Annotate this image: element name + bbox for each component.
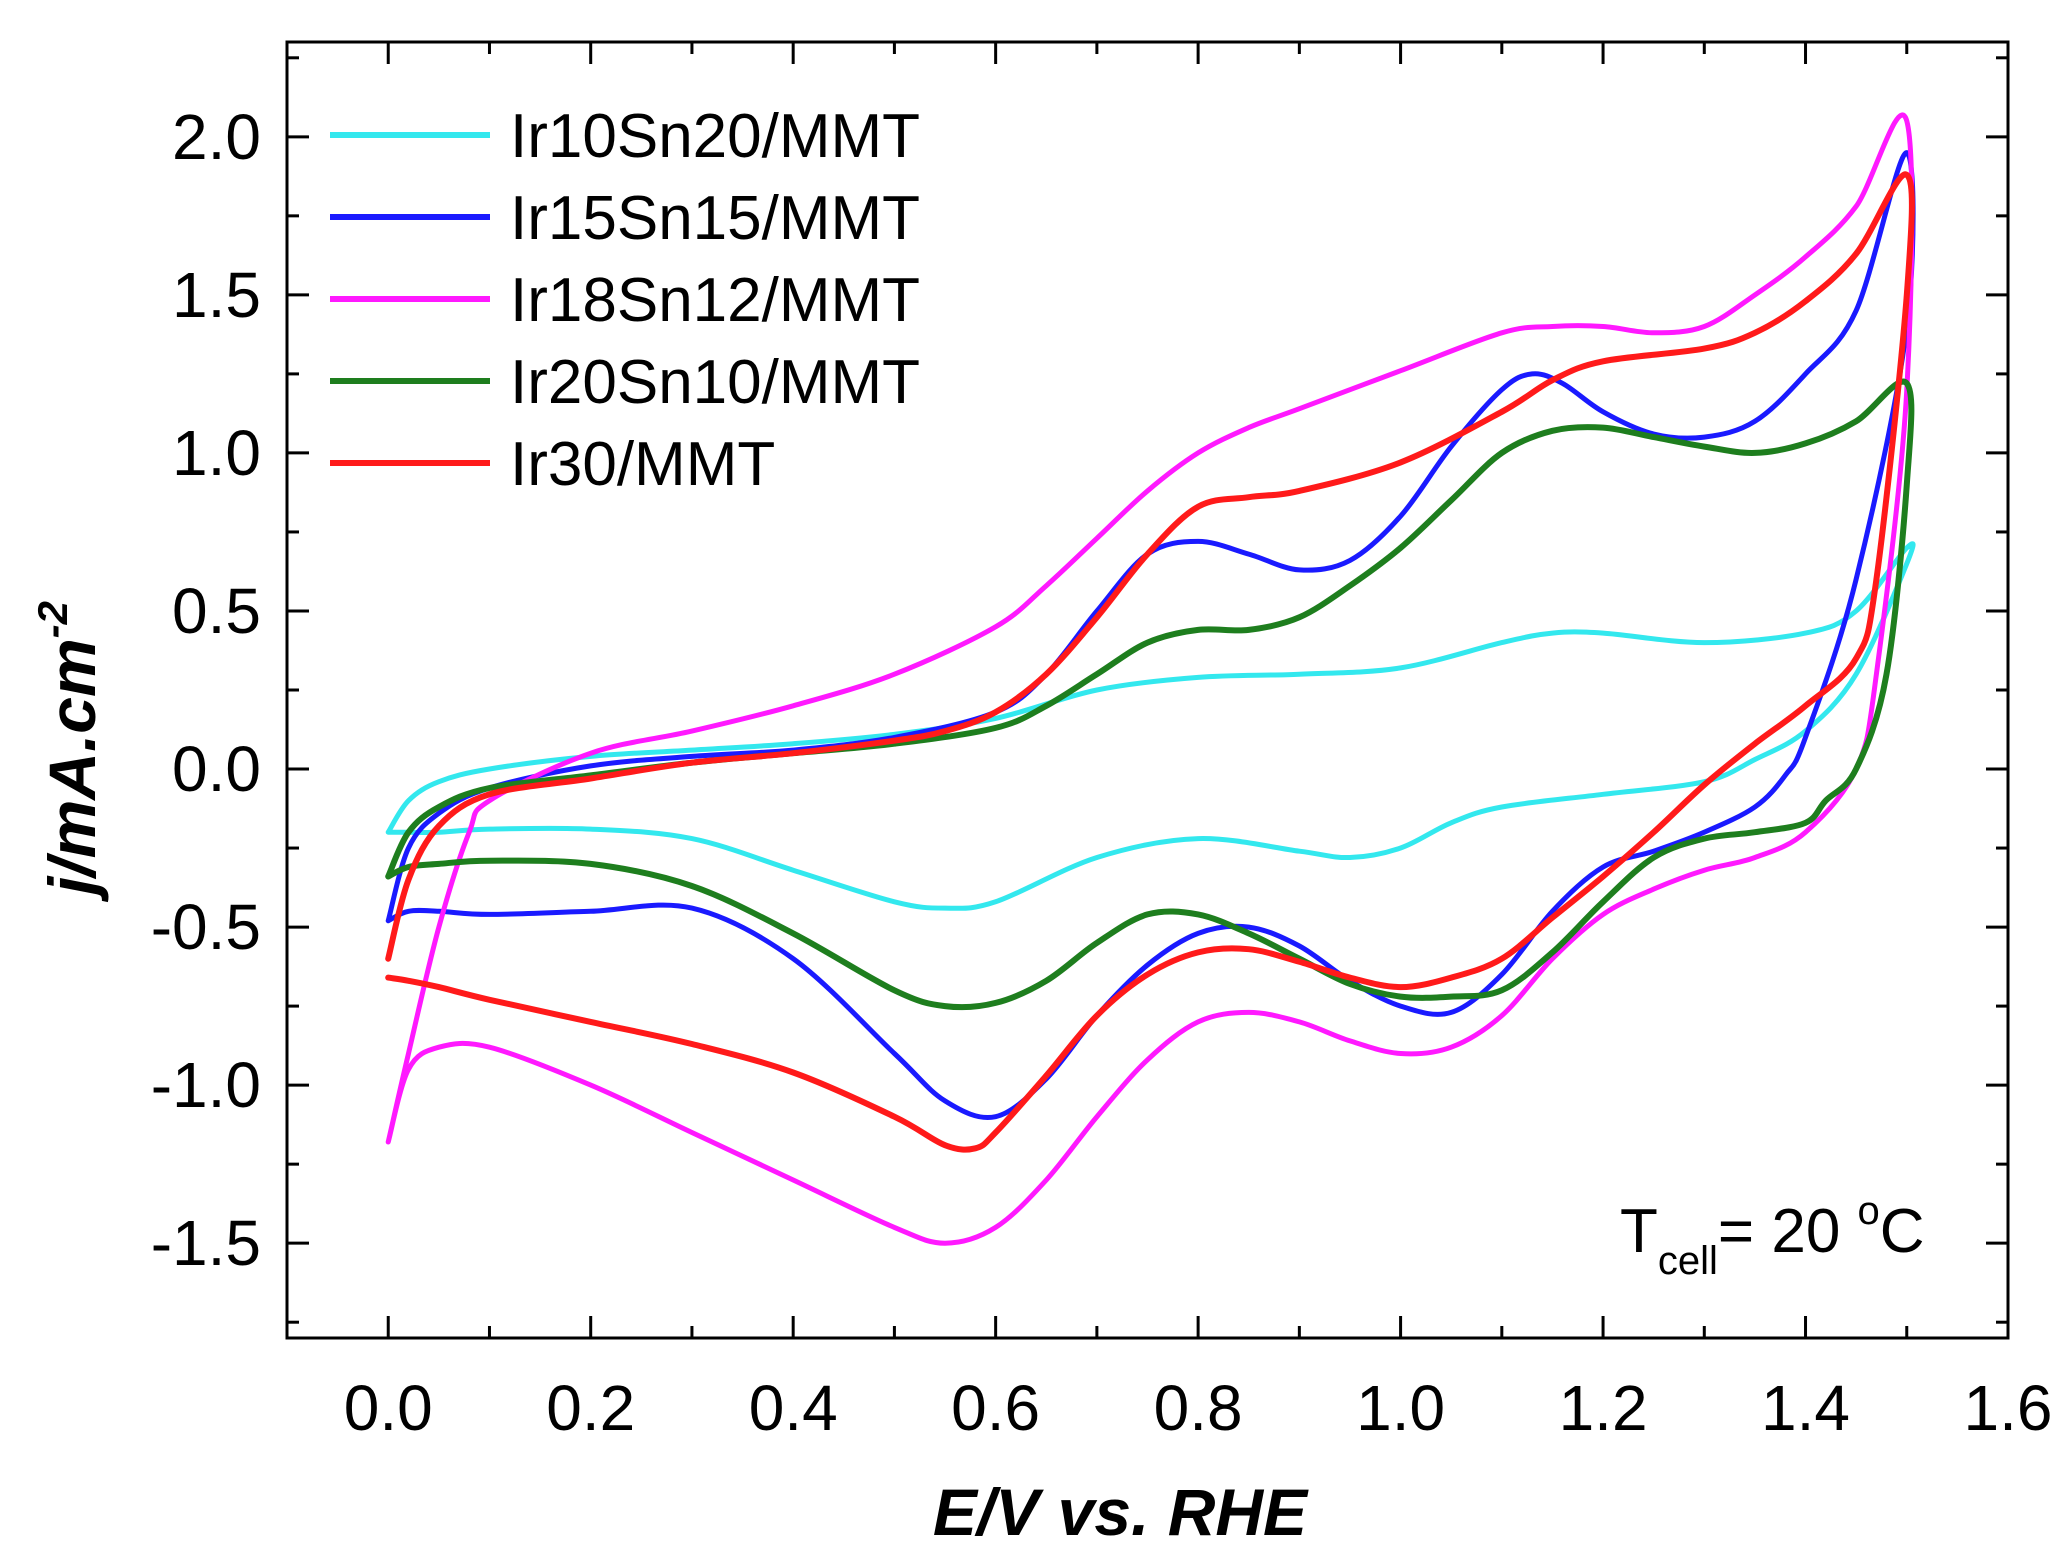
y-axis-title-main: j/mA.cm <box>35 638 109 903</box>
y-axis-title-sup: -2 <box>29 601 76 638</box>
y-tick-label: -0.5 <box>151 891 261 963</box>
y-tick-label: 0.0 <box>172 733 261 805</box>
y-tick-label: 1.0 <box>172 417 261 489</box>
x-tick-label: 1.6 <box>1964 1372 2053 1444</box>
legend-label: Ir20Sn10/MMT <box>510 348 920 417</box>
x-tick-label: 0.0 <box>344 1372 433 1444</box>
series-line-ir30-mmt <box>385 171 1915 1153</box>
annotation-unit: C <box>1880 1197 1925 1266</box>
annotation-main: T <box>1620 1197 1658 1266</box>
x-tick-label: 1.4 <box>1761 1372 1850 1444</box>
series-line-ir10sn20-mmt <box>385 541 1916 911</box>
y-axis-title: j/mA.cm-2 <box>29 601 109 903</box>
legend-label: Ir15Sn15/MMT <box>510 184 920 253</box>
x-tick-label: 1.0 <box>1356 1372 1445 1444</box>
y-tick-label: 2.0 <box>172 101 261 173</box>
series-line-ir18sn12-mmt <box>385 112 1915 1246</box>
annotation-sub: cell <box>1658 1239 1718 1283</box>
legend-label: Ir10Sn20/MMT <box>510 102 920 171</box>
annotation-sup: o <box>1858 1189 1880 1233</box>
x-tick-label: 0.2 <box>546 1372 635 1444</box>
x-tick-label: 0.8 <box>1154 1372 1243 1444</box>
y-tick-label: 0.5 <box>172 575 261 647</box>
axis-ticks: 0.0 0.2 0.4 0.6 0.8 1.0 1.2 1.4 1.6 -1.5 -1.0 -0.5 0… <box>151 42 2053 1444</box>
series-line-ir20sn10-mmt <box>385 378 1915 1011</box>
annotation-rest: = 20 <box>1718 1197 1858 1266</box>
y-tick-label: -1.0 <box>151 1049 261 1121</box>
x-tick-label: 1.2 <box>1559 1372 1648 1444</box>
legend: Ir10Sn20/MMT Ir15Sn15/MMT Ir18Sn12/MMT Ir20… <box>330 102 920 499</box>
legend-label: Ir18Sn12/MMT <box>510 266 920 335</box>
curves <box>385 112 1916 1246</box>
y-tick-label: -1.5 <box>151 1207 261 1279</box>
temperature-annotation: Tcell= 20 oC <box>1620 1189 1925 1283</box>
x-axis-title: E/V vs. RHE <box>933 1475 1309 1549</box>
x-tick-label: 0.6 <box>951 1372 1040 1444</box>
legend-label: Ir30/MMT <box>510 430 775 499</box>
y-tick-label: 1.5 <box>172 259 261 331</box>
x-tick-label: 0.4 <box>749 1372 838 1444</box>
